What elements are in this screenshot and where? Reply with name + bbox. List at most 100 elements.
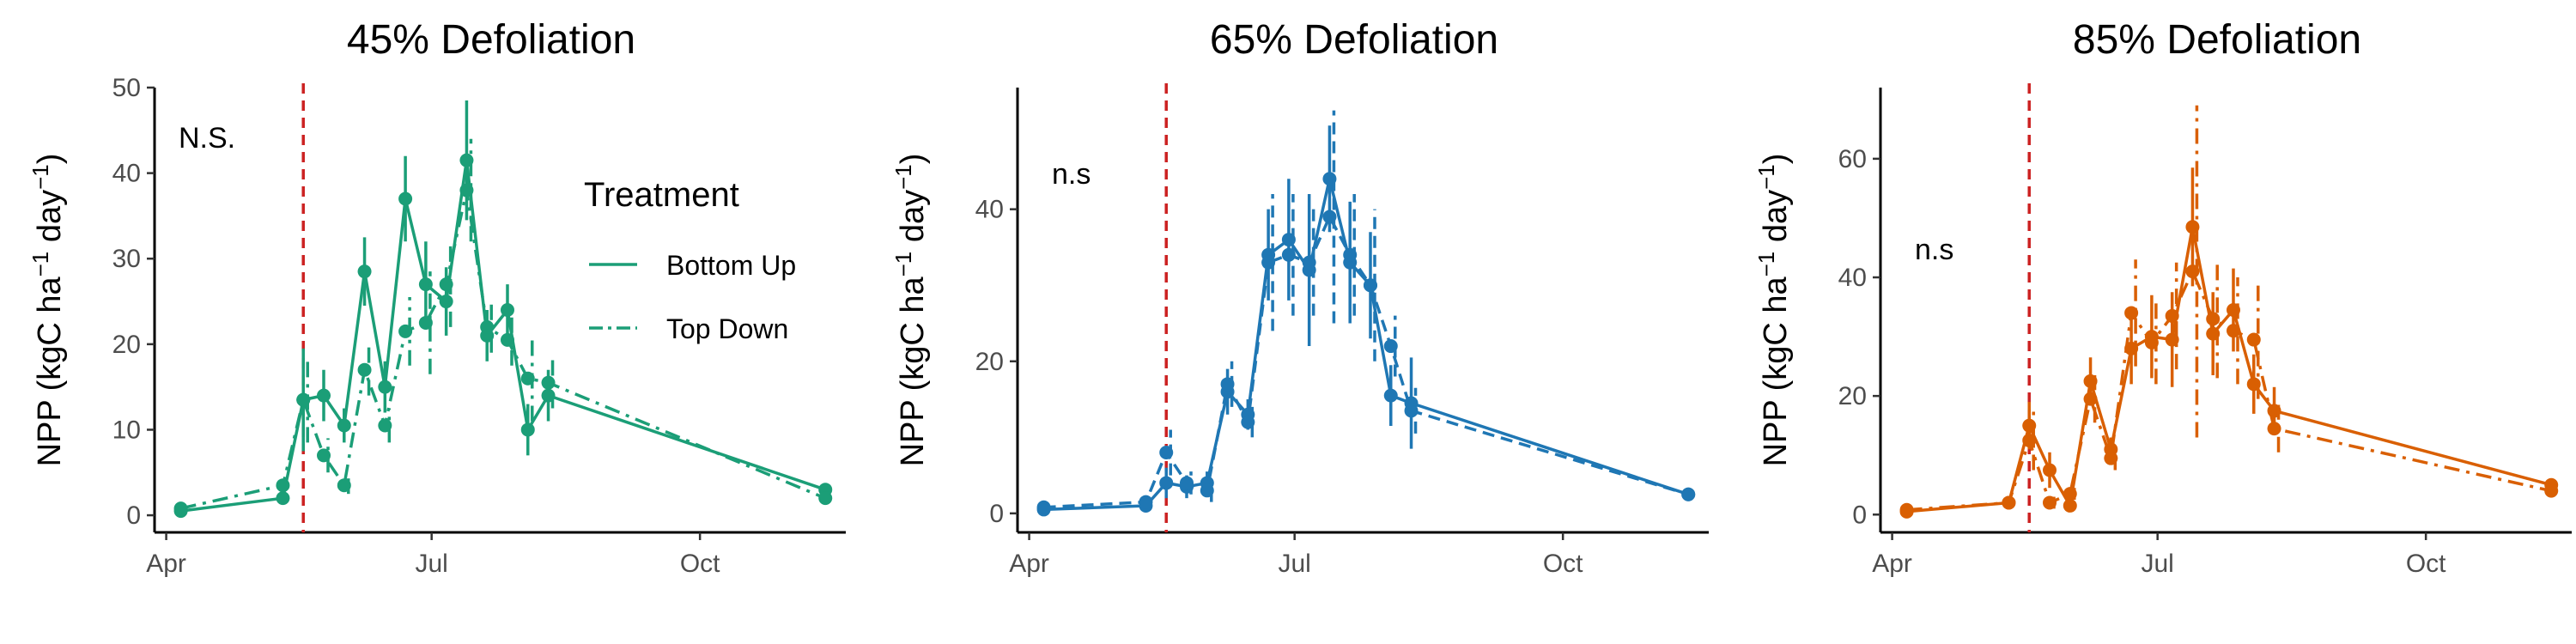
y-axis-title-part: −1: [27, 252, 53, 277]
data-point: [2104, 451, 2118, 465]
y-tick-label: 0: [1852, 501, 1867, 529]
series-line: [1043, 177, 1689, 512]
data-point: [2165, 308, 2179, 323]
y-tick-label: 0: [989, 500, 1004, 528]
x-tick-label: Jul: [1278, 550, 1310, 578]
y-axis-title-part: −1: [890, 252, 916, 277]
data-point: [1899, 502, 1914, 517]
data-point: [296, 392, 311, 407]
data-point: [1159, 476, 1174, 490]
data-point: [1302, 255, 1316, 270]
y-tick-label: 10: [112, 416, 141, 444]
y-tick-label: 20: [112, 331, 141, 359]
x-tick-label: Jul: [2141, 550, 2173, 578]
series-line: [1043, 215, 1689, 509]
data-point: [317, 448, 331, 463]
x-tick-label: Oct: [680, 550, 720, 578]
data-point: [1383, 339, 1398, 354]
data-point: [459, 183, 474, 197]
legend-label: Bottom Up: [666, 250, 796, 281]
y-axis-title-part: ): [895, 154, 931, 165]
data-point: [2544, 483, 2559, 498]
y-axis-title-part: day: [895, 190, 931, 252]
data-point: [1036, 500, 1051, 514]
legend-title: Treatment: [584, 176, 739, 214]
legend-label: Top Down: [666, 313, 788, 344]
x-tick-label: Apr: [1009, 550, 1049, 578]
data-point: [1159, 446, 1174, 460]
data-point: [317, 388, 331, 403]
x-tick-label: Apr: [146, 550, 186, 578]
data-point: [2002, 495, 2016, 510]
data-point: [2043, 463, 2057, 477]
data-point: [1322, 210, 1337, 224]
data-point: [2185, 264, 2200, 279]
data-point: [520, 422, 535, 437]
data-point: [173, 501, 188, 516]
data-point: [2022, 433, 2037, 447]
data-point: [2246, 332, 2261, 347]
data-point: [439, 295, 453, 309]
data-point: [2063, 498, 2077, 513]
significance-annotation: n.s: [1052, 158, 1091, 191]
y-axis-title-part: −1: [890, 164, 916, 190]
y-axis-title-part: day: [32, 190, 68, 252]
data-point: [1261, 255, 1276, 270]
data-point: [2144, 335, 2159, 349]
data-point: [1383, 388, 1398, 403]
data-point: [378, 418, 392, 433]
series-bottom-up: [1899, 167, 2559, 519]
x-tick-label: Oct: [1543, 550, 1583, 578]
data-point: [2206, 312, 2221, 326]
data-point: [2063, 487, 2077, 501]
y-axis-title-part: NPP (kgC ha: [1758, 276, 1794, 467]
data-point: [500, 332, 514, 347]
y-tick-label: 40: [975, 196, 1004, 224]
x-tick-label: Oct: [2406, 550, 2446, 578]
series-line: [1906, 225, 2552, 513]
data-point: [480, 319, 495, 334]
data-point: [1241, 415, 1255, 429]
y-axis-title-part: day: [1758, 190, 1794, 252]
data-point: [418, 277, 433, 292]
y-axis-title: NPP (kgC ha−1 day−1): [27, 154, 68, 467]
y-axis-title: NPP (kgC ha−1 day−1): [890, 154, 931, 467]
data-point: [500, 303, 514, 317]
series-bottom-up: [173, 100, 833, 519]
x-tick-label: Apr: [1872, 550, 1912, 578]
significance-annotation: N.S.: [179, 122, 235, 155]
chart-panel-1: 45% Defoliation 0 10 20 30 40 50 Apr Jul Oct NPP (…: [27, 17, 846, 578]
y-tick-label: 20: [975, 348, 1004, 376]
y-axis-title-part: NPP (kgC ha: [895, 276, 931, 467]
chart-panel-2: 65% Defoliation 0 20 40 Apr Jul Oct NPP (kgC ha…: [890, 17, 1709, 578]
y-tick-label: 30: [112, 245, 141, 273]
y-axis-title-part: −1: [1753, 252, 1779, 277]
data-point: [2267, 422, 2281, 436]
data-point: [378, 380, 392, 394]
y-axis-title-part: −1: [1753, 164, 1779, 190]
chart-title: 45% Defoliation: [347, 17, 635, 63]
data-point: [357, 264, 372, 279]
series-line: [1906, 270, 2552, 512]
series-top-down: [1899, 105, 2559, 517]
data-point: [2226, 324, 2240, 338]
y-axis-title-part: −1: [27, 164, 53, 190]
data-point: [2083, 392, 2098, 406]
data-point: [337, 478, 351, 493]
data-point: [1343, 247, 1358, 262]
data-point: [1220, 377, 1235, 392]
series-top-down: [1036, 110, 1696, 514]
series-line: [180, 158, 826, 513]
significance-annotation: n.s: [1915, 234, 1953, 266]
chart-panel-3: 85% Defoliation 0 20 40 60 Apr Jul Oct NPP (kgC …: [1753, 17, 2572, 578]
data-point: [818, 491, 833, 506]
data-point: [418, 315, 433, 330]
data-point: [2043, 495, 2057, 510]
data-point: [337, 418, 351, 433]
y-tick-label: 40: [1838, 264, 1867, 292]
y-tick-label: 40: [112, 160, 141, 188]
data-point: [541, 375, 556, 390]
data-point: [1139, 495, 1153, 509]
data-point: [1681, 487, 1696, 501]
